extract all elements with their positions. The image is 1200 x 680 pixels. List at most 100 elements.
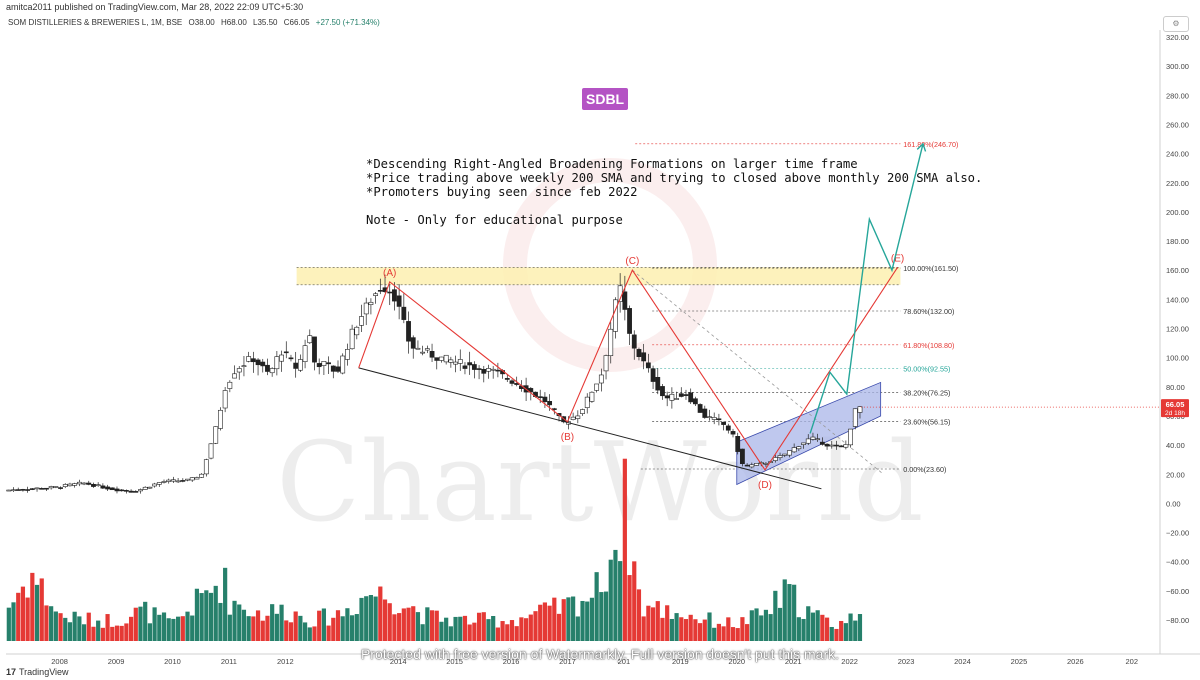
volume-bar	[571, 596, 576, 641]
volume-bar	[77, 616, 82, 641]
candle-body	[697, 404, 703, 413]
volume-bar	[44, 605, 49, 641]
candle-body	[246, 356, 252, 362]
time-tick-label: 202	[1126, 657, 1139, 666]
price-tick-label: 160.00	[1166, 266, 1189, 275]
candle-body	[584, 396, 590, 408]
publisher-bar: amitca2011 published on TradingView.com,…	[0, 0, 1200, 14]
volume-bar	[425, 607, 430, 641]
candle-body	[415, 347, 421, 350]
volume-bar	[773, 590, 778, 641]
candle-body	[330, 365, 336, 372]
volume-bar	[509, 620, 515, 641]
volume-bar	[519, 617, 524, 641]
volume-bar	[152, 607, 157, 641]
volume-bar	[67, 622, 73, 641]
volume-bar	[730, 627, 736, 641]
symbol-name[interactable]: SOM DISTILLERIES & BREWERIES L, 1M, BSE	[8, 18, 183, 27]
volume-bar	[745, 624, 750, 641]
candle-body	[730, 431, 736, 435]
volume-bar	[820, 614, 825, 641]
candle-body	[255, 359, 261, 366]
volume-bar	[669, 618, 674, 641]
volume-bar	[420, 624, 425, 641]
volume-bar	[740, 617, 745, 641]
volume-bar	[213, 585, 218, 641]
price-tick-label: −20.00	[1166, 529, 1189, 538]
volume-bar	[359, 597, 364, 641]
price-tick-label: 80.00	[1166, 383, 1185, 392]
volume-bar	[227, 614, 232, 641]
candle-body	[185, 478, 190, 481]
candle-body	[787, 450, 792, 456]
volume-bar	[138, 606, 143, 641]
volume-bar	[194, 588, 200, 641]
candle-body	[725, 425, 731, 431]
volume-bar	[476, 612, 482, 641]
high-value: H68.00	[221, 18, 247, 27]
volume-bar	[815, 610, 820, 641]
volume-bar	[843, 623, 848, 641]
volume-bar	[448, 626, 453, 641]
volume-bar	[166, 618, 171, 641]
volume-bar	[16, 592, 21, 641]
time-tick-label: 2025	[1011, 657, 1028, 666]
candle-body	[735, 436, 741, 452]
candle-body	[674, 398, 679, 400]
candle-body	[448, 359, 454, 363]
candle-body	[326, 362, 331, 365]
volume-bar	[11, 602, 16, 641]
candle-body	[462, 365, 468, 369]
candle-body	[707, 416, 712, 419]
candle-body	[213, 426, 219, 444]
volume-bar	[853, 620, 858, 641]
volume-bar	[39, 578, 44, 641]
candle-body	[852, 408, 858, 427]
candle-body	[631, 334, 637, 349]
note-line: Note - Only for educational purpose	[366, 213, 623, 227]
candle-body	[834, 444, 839, 447]
candle-body	[598, 374, 604, 384]
candle-body	[457, 359, 463, 364]
candle-body	[166, 479, 172, 482]
candle-body	[528, 388, 534, 393]
volume-bar	[538, 604, 543, 641]
volume-bar	[810, 612, 816, 641]
volume-bar	[763, 609, 769, 641]
candle-body	[67, 483, 73, 487]
volume-bar	[20, 586, 26, 641]
volume-bar	[674, 613, 679, 641]
candle-body	[241, 365, 247, 367]
candle-body	[603, 355, 609, 372]
volume-bar	[232, 600, 237, 641]
candle-body	[222, 390, 228, 409]
symbol-info-bar: SOM DISTILLERIES & BREWERIES L, 1M, BSE …	[0, 16, 1160, 30]
candle-body	[109, 487, 115, 491]
candle-body	[645, 362, 651, 369]
volume-bar	[683, 619, 689, 641]
time-tick-label: 2010	[164, 657, 181, 666]
candle-body	[453, 361, 458, 365]
brand-name[interactable]: TradingView	[19, 667, 69, 677]
volume-bar	[237, 604, 242, 641]
candle-body	[406, 321, 411, 342]
candle-body	[321, 361, 327, 366]
candle-body	[829, 444, 835, 447]
settings-button[interactable]: ⚙	[1163, 16, 1189, 32]
candle-body	[279, 354, 284, 362]
volume-bar	[462, 615, 468, 641]
volume-bar	[759, 615, 764, 641]
candle-body	[86, 482, 92, 485]
price-tick-label: 120.00	[1166, 325, 1189, 334]
candle-body	[443, 354, 449, 363]
volume-bar	[787, 584, 792, 641]
volume-bar	[693, 619, 698, 641]
volume-bar	[660, 617, 665, 641]
candle-body	[307, 335, 313, 344]
candle-body	[62, 484, 68, 487]
candle-body	[34, 487, 40, 490]
candle-body	[570, 416, 576, 420]
candle-body	[476, 368, 482, 370]
candle-body	[678, 393, 684, 397]
